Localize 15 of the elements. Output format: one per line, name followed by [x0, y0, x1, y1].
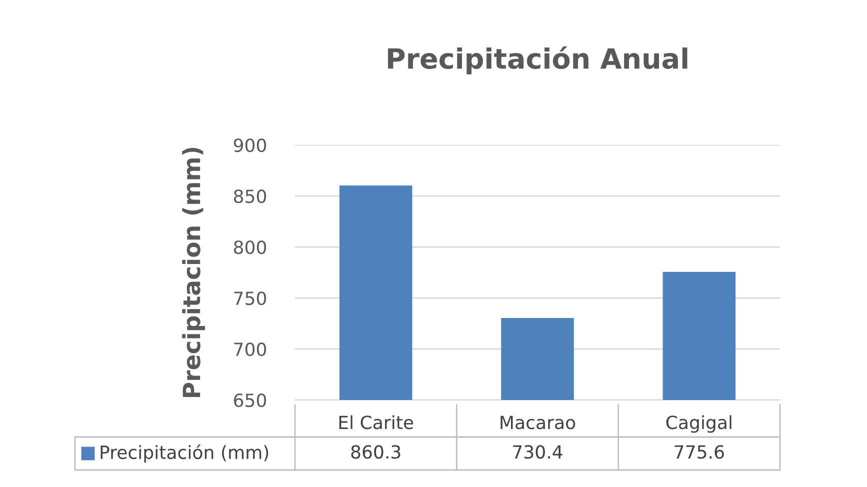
y-tick-label: 750 [234, 291, 266, 306]
y-axis-title: Precipitacion (mm) [182, 148, 205, 398]
x-tick-label: Macarao [500, 416, 576, 430]
x-tick-label: El Carite [339, 415, 414, 430]
y-tick-label: 900 [234, 138, 266, 152]
y-tick-label: 800 [234, 240, 266, 254]
legend-label: Precipitación (mm) [100, 444, 268, 463]
data-label: 860.3 [351, 445, 400, 459]
y-tick-label: 700 [234, 342, 266, 356]
data-label: 730.4 [513, 445, 562, 459]
x-tick-label: Cagigal [666, 415, 732, 433]
chart-title: Precipitación Anual [388, 46, 688, 74]
y-tick-label: 650 [234, 393, 266, 408]
data-label: 775.6 [674, 445, 724, 459]
y-tick-label: 850 [234, 189, 266, 204]
